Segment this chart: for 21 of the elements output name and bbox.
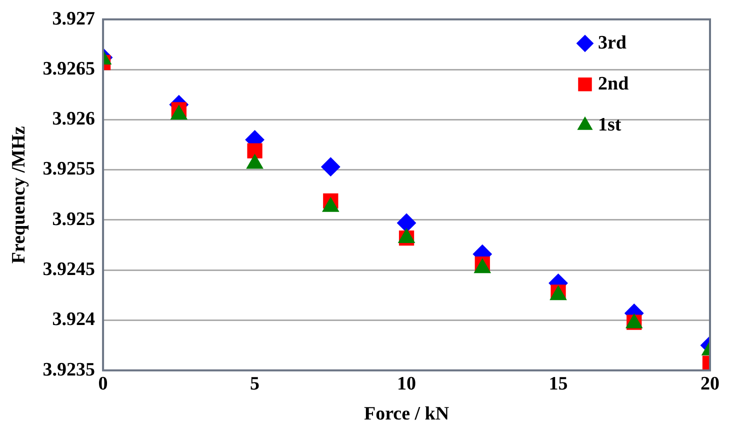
- y-tick-label: 3.9235: [42, 359, 96, 380]
- y-tick-label: 3.9265: [42, 58, 96, 80]
- point: [247, 143, 262, 158]
- x-tick-label: 20: [700, 374, 720, 395]
- legend-label: 3rd: [598, 32, 627, 54]
- y-tick-label: 3.9255: [42, 158, 96, 180]
- legend-label: 1st: [598, 114, 622, 136]
- y-axis-title: Frequency /MHz: [8, 126, 30, 264]
- y-tick-label: 3.924: [52, 309, 96, 330]
- x-tick-label: 15: [548, 374, 568, 395]
- y-tick-label: 3.9245: [42, 259, 96, 280]
- point: [321, 157, 340, 176]
- x-tick-label: 5: [250, 374, 260, 395]
- legend-label: 2nd: [598, 73, 630, 94]
- y-tick-label: 3.925: [52, 208, 96, 230]
- x-tick-label: 10: [397, 374, 416, 395]
- y-tick-label: 3.926: [52, 108, 96, 130]
- point: [397, 213, 416, 232]
- x-tick-label: 0: [98, 374, 108, 395]
- y-tick-label: 3.927: [52, 8, 96, 30]
- x-axis-title: Force / kN: [364, 404, 450, 425]
